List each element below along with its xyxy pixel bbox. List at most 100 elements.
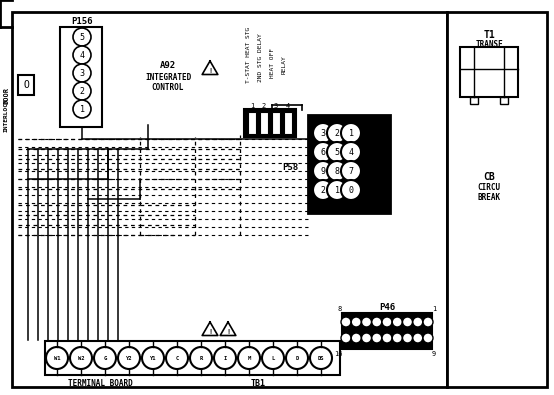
Text: 0: 0	[348, 186, 353, 194]
Circle shape	[327, 180, 347, 200]
Text: 3: 3	[80, 68, 85, 77]
Bar	[60, 27, 102, 127]
Text: 4: 4	[348, 147, 353, 156]
Text: D: D	[295, 356, 299, 361]
Text: 2: 2	[321, 186, 326, 194]
Circle shape	[351, 333, 361, 343]
Circle shape	[73, 64, 91, 82]
Bar	[308, 115, 390, 213]
Circle shape	[214, 347, 236, 369]
Text: 1: 1	[80, 105, 85, 113]
Text: HEAT OFF: HEAT OFF	[269, 48, 274, 78]
Circle shape	[327, 123, 347, 143]
Text: TERMINAL BOARD: TERMINAL BOARD	[68, 380, 132, 389]
Bar	[248, 112, 256, 134]
Circle shape	[70, 347, 92, 369]
Circle shape	[382, 317, 392, 327]
Circle shape	[73, 46, 91, 64]
Text: 4: 4	[80, 51, 85, 60]
Text: 5: 5	[335, 147, 340, 156]
Text: P156: P156	[71, 17, 93, 26]
Circle shape	[166, 347, 188, 369]
Text: 2ND STG DELAY: 2ND STG DELAY	[258, 34, 263, 83]
Circle shape	[341, 123, 361, 143]
Text: 3: 3	[274, 103, 278, 109]
Text: CIRCU: CIRCU	[478, 182, 501, 192]
Text: 9: 9	[432, 351, 436, 357]
Circle shape	[372, 317, 382, 327]
Circle shape	[392, 317, 402, 327]
Text: I: I	[223, 356, 227, 361]
Text: P58: P58	[282, 162, 298, 171]
Bar	[342, 313, 432, 349]
Text: DOOR: DOOR	[3, 87, 9, 103]
Circle shape	[372, 333, 382, 343]
Text: 1: 1	[335, 186, 340, 194]
Circle shape	[341, 161, 361, 181]
Text: R: R	[199, 356, 203, 361]
Text: 2: 2	[80, 87, 85, 96]
Circle shape	[341, 317, 351, 327]
Text: INTEGRATED: INTEGRATED	[145, 73, 191, 81]
Circle shape	[362, 333, 372, 343]
Text: A92: A92	[160, 60, 176, 70]
Circle shape	[73, 82, 91, 100]
Circle shape	[327, 142, 347, 162]
Bar	[18, 75, 34, 95]
Text: T-STAT HEAT STG: T-STAT HEAT STG	[245, 27, 250, 83]
Text: P46: P46	[379, 303, 395, 312]
Circle shape	[413, 317, 423, 327]
Bar	[470, 97, 478, 104]
Circle shape	[341, 333, 351, 343]
Circle shape	[351, 317, 361, 327]
Text: 16: 16	[334, 351, 342, 357]
Circle shape	[190, 347, 212, 369]
Text: 2: 2	[262, 103, 266, 109]
Text: G: G	[104, 356, 106, 361]
Circle shape	[310, 347, 332, 369]
Circle shape	[46, 347, 68, 369]
Circle shape	[327, 161, 347, 181]
Bar	[260, 112, 268, 134]
Text: C: C	[176, 356, 178, 361]
Text: CONTROL: CONTROL	[152, 83, 184, 92]
Text: O: O	[23, 80, 29, 90]
Bar	[12, 12, 447, 387]
Text: 1: 1	[432, 306, 436, 312]
Text: 4: 4	[286, 103, 290, 109]
Circle shape	[313, 180, 333, 200]
Text: 3: 3	[321, 128, 326, 137]
Circle shape	[423, 317, 433, 327]
Circle shape	[403, 333, 413, 343]
Text: INTERLOCK: INTERLOCK	[3, 98, 8, 132]
Text: 8: 8	[335, 167, 340, 175]
Text: !: !	[208, 68, 212, 74]
Circle shape	[382, 333, 392, 343]
Text: 7: 7	[348, 167, 353, 175]
Text: !: !	[208, 329, 212, 335]
Circle shape	[142, 347, 164, 369]
Circle shape	[313, 142, 333, 162]
Circle shape	[94, 347, 116, 369]
Text: RELAY: RELAY	[281, 56, 286, 74]
Bar	[500, 97, 508, 104]
Text: 5: 5	[80, 32, 85, 41]
Text: M: M	[248, 356, 250, 361]
Circle shape	[313, 123, 333, 143]
Circle shape	[403, 317, 413, 327]
Text: CB: CB	[483, 172, 495, 182]
Circle shape	[392, 333, 402, 343]
Bar	[244, 109, 296, 137]
Circle shape	[341, 142, 361, 162]
Text: 1: 1	[250, 103, 254, 109]
Text: 1: 1	[348, 128, 353, 137]
Circle shape	[313, 161, 333, 181]
Bar	[45, 341, 340, 375]
Circle shape	[341, 180, 361, 200]
Circle shape	[238, 347, 260, 369]
Circle shape	[73, 28, 91, 46]
Circle shape	[118, 347, 140, 369]
Text: DS: DS	[318, 356, 324, 361]
Bar	[460, 47, 518, 97]
Circle shape	[362, 317, 372, 327]
